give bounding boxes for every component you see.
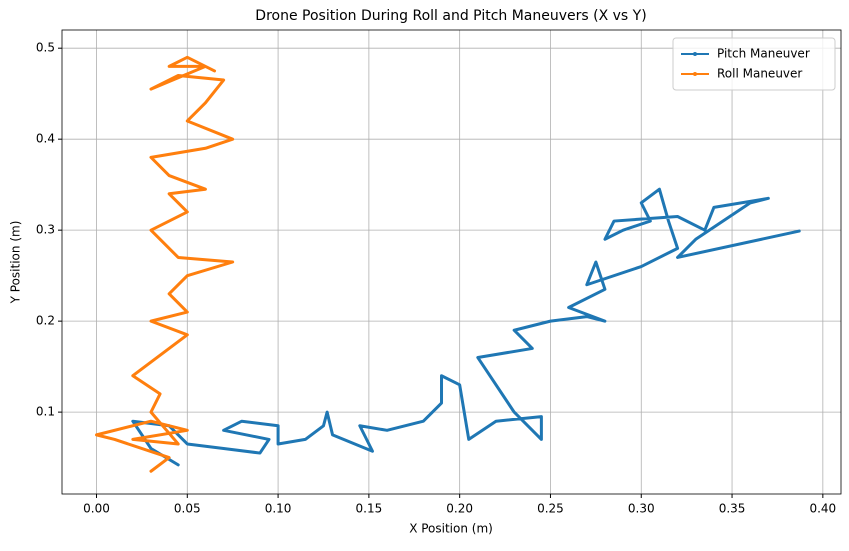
legend-label: Roll Maneuver xyxy=(717,67,802,81)
x-tick-label: 0.20 xyxy=(446,502,473,516)
x-tick-label: 0.25 xyxy=(537,502,564,516)
x-tick-label: 0.30 xyxy=(628,502,655,516)
chart-title: Drone Position During Roll and Pitch Man… xyxy=(255,8,646,24)
y-tick-label: 0.2 xyxy=(36,314,55,328)
x-tick-label: 0.15 xyxy=(356,502,383,516)
series-line xyxy=(95,55,235,473)
x-tick-label: 0.10 xyxy=(265,502,292,516)
legend-marker xyxy=(693,52,697,56)
x-tick-label: 0.35 xyxy=(719,502,746,516)
y-tick-label: 0.4 xyxy=(36,132,55,146)
x-tick-label: 0.00 xyxy=(83,502,110,516)
series-line xyxy=(131,187,801,467)
x-tick-label: 0.40 xyxy=(809,502,836,516)
x-tick-label: 0.05 xyxy=(174,502,201,516)
x-axis-label: X Position (m) xyxy=(409,522,493,536)
plot-frame xyxy=(61,29,842,495)
legend-marker xyxy=(693,72,697,76)
legend-label: Pitch Maneuver xyxy=(717,47,810,61)
y-tick-label: 0.5 xyxy=(36,41,55,55)
legend-box xyxy=(672,37,836,91)
y-tick-label: 0.3 xyxy=(36,223,55,237)
y-tick-label: 0.1 xyxy=(36,405,55,419)
y-axis-label: Y Position (m) xyxy=(9,221,23,305)
